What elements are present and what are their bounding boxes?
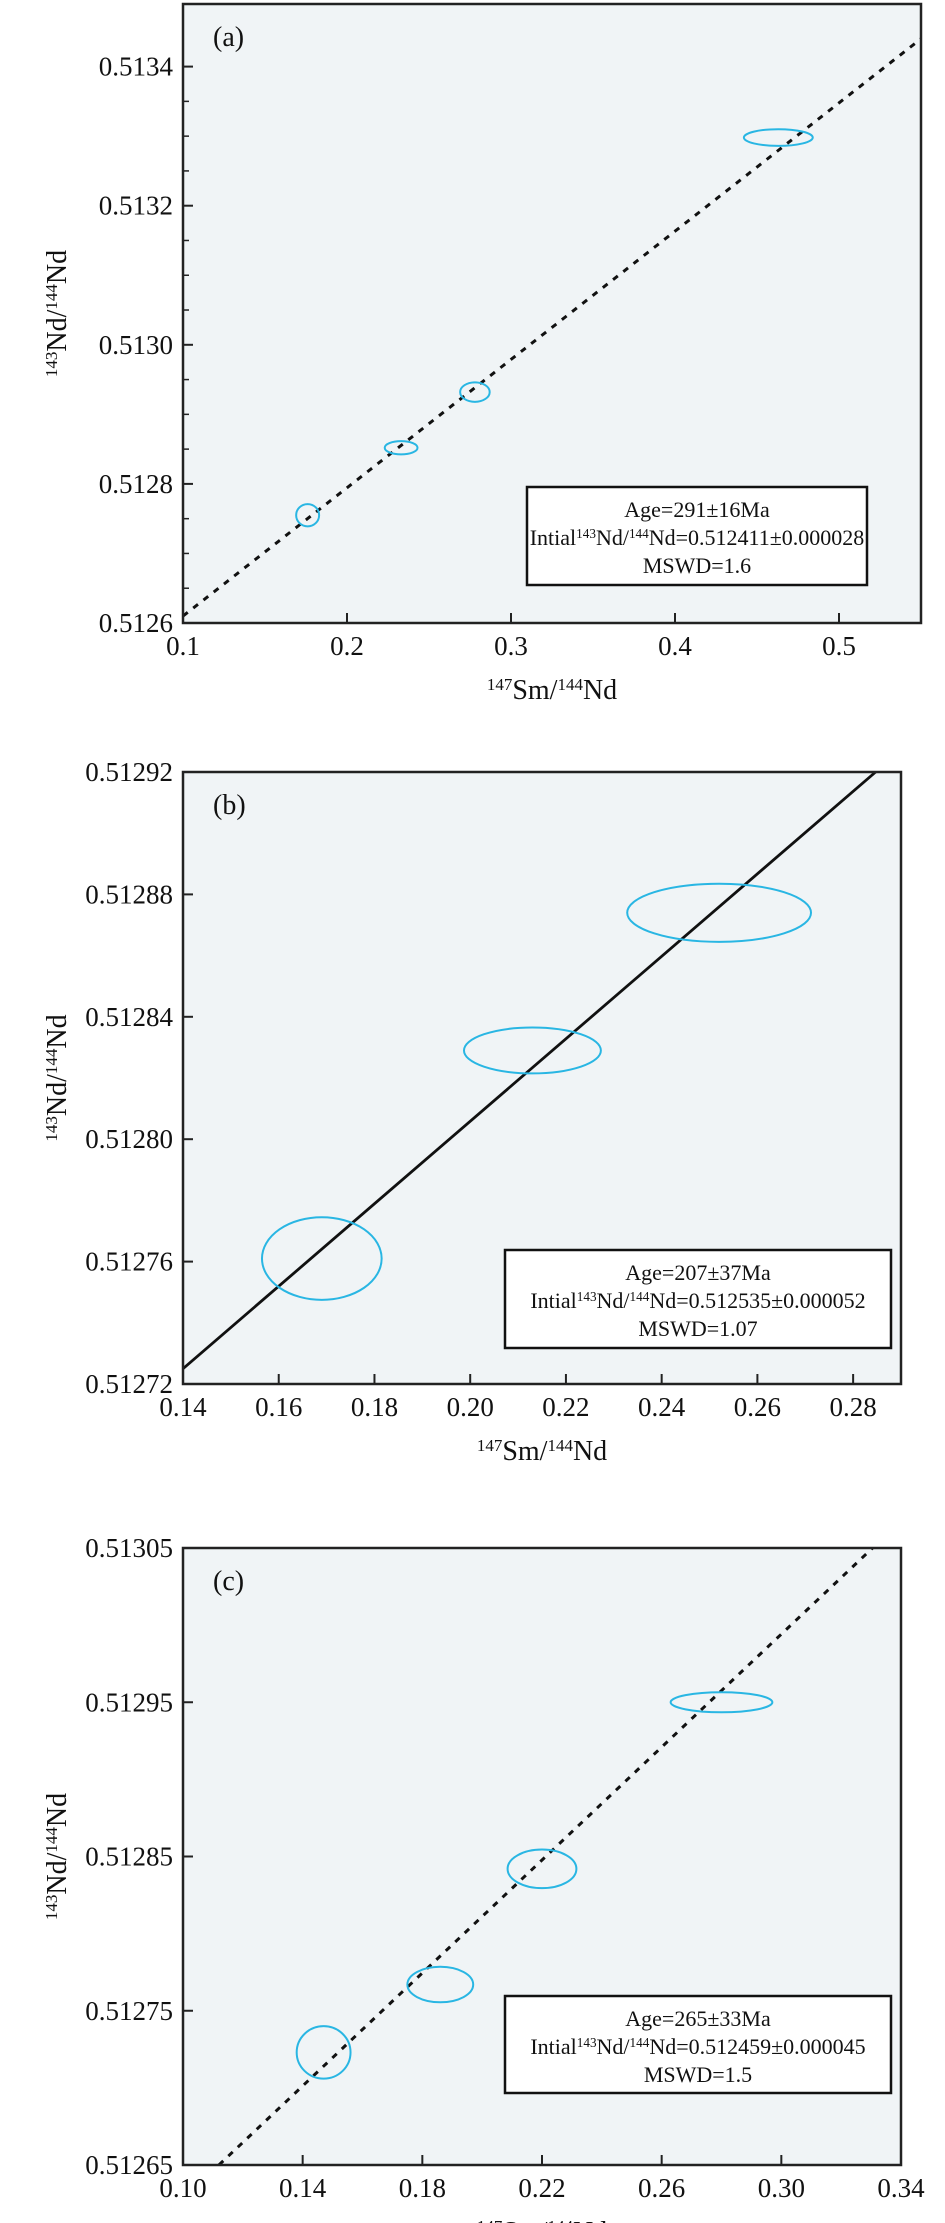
- data-point-ellipse-1: [295, 503, 321, 528]
- y-axis-title: 143Nd/144Nd: [42, 250, 74, 377]
- x-tick-label: 0.26: [734, 1392, 781, 1422]
- x-tick-label: 0.22: [518, 2173, 565, 2203]
- y-tick-label: 0.5130: [99, 330, 173, 360]
- x-tick-label: 0.24: [638, 1392, 686, 1422]
- annotation-box: [525, 485, 869, 587]
- x-axis-title: 147Sm/144Nd: [477, 1436, 607, 1468]
- x-tick-label: 0.26: [638, 2173, 685, 2203]
- x-tick-label: 0.4: [658, 631, 692, 661]
- plot-frame: [181, 2, 923, 625]
- annotation-mswd: MSWD=1.6: [643, 553, 751, 578]
- x-tick-label: 0.2: [330, 631, 364, 661]
- x-tick-label: 0.3: [494, 631, 528, 661]
- y-tick-label: 0.51265: [85, 2150, 173, 2180]
- y-axis-title: 143Nd/144Nd: [42, 1014, 74, 1141]
- panel-label: (a): [213, 22, 244, 53]
- data-point-ellipse-1: [295, 2025, 352, 2080]
- data-point-ellipse-3: [459, 381, 491, 403]
- y-tick-label: 0.51272: [85, 1369, 173, 1399]
- x-tick-label: 0.30: [758, 2173, 805, 2203]
- annotation-initial-ratio: Intial143Nd/144Nd=0.512411±0.000028: [530, 525, 865, 550]
- chart-panel-a: 0.1 0.2 0.3 0.4 0.5 0.5126 0.5128 0.5130 0.5132 0…: [42, 2, 923, 707]
- data-point-ellipse-4: [669, 1691, 774, 1714]
- y-tick-label: 0.51305: [85, 1533, 173, 1563]
- x-tick-label: 0.14: [279, 2173, 327, 2203]
- panel-label: (c): [213, 1566, 244, 1597]
- x-tick-label: 0.34: [877, 2173, 925, 2203]
- annotation-mswd: MSWD=1.5: [644, 2062, 752, 2087]
- data-point-ellipse-3: [626, 882, 813, 943]
- annotation-age: Age=265±33Ma: [625, 2006, 771, 2031]
- x-tick-label: 0.20: [447, 1392, 494, 1422]
- y-tick-label: 0.51275: [85, 1996, 173, 2026]
- y-tick-label: 0.51284: [85, 1002, 173, 1032]
- x-tick-label: 0.22: [542, 1392, 589, 1422]
- x-tick-label: 0.18: [351, 1392, 398, 1422]
- y-tick-label: 0.51285: [85, 1842, 173, 1872]
- x-tick-label: 0.28: [830, 1392, 877, 1422]
- y-tick-label: 0.51292: [85, 757, 173, 787]
- data-point-ellipse-2: [383, 440, 419, 456]
- data-point-ellipse-3: [506, 1848, 578, 1890]
- y-tick-label: 0.51288: [85, 879, 173, 909]
- x-tick-label: 0.16: [255, 1392, 302, 1422]
- x-tick-label: 0.1: [166, 631, 200, 661]
- x-tick-label: 0.18: [399, 2173, 446, 2203]
- annotation-box: [503, 1248, 893, 1350]
- x-tick-label: 0.5: [822, 631, 856, 661]
- x-axis-title: 147Sm/144Nd: [477, 2217, 607, 2223]
- annotation-initial-ratio: Intial143Nd/144Nd=0.512535±0.000052: [530, 1288, 865, 1313]
- y-tick-label: 0.5128: [99, 469, 173, 499]
- x-tick-label: 0.14: [159, 1392, 207, 1422]
- annotation-box: [503, 1994, 893, 2095]
- annotation-age: Age=291±16Ma: [624, 497, 770, 522]
- annotation-initial-ratio: Intial143Nd/144Nd=0.512459±0.000045: [530, 2034, 865, 2059]
- y-tick-label: 0.51295: [85, 1687, 173, 1717]
- y-tick-label: 0.5134: [99, 52, 174, 82]
- x-tick-label: 0.10: [159, 2173, 206, 2203]
- y-tick-label: 0.51280: [85, 1124, 173, 1154]
- chart-panel-c: 0.10 0.14 0.18 0.22 0.26 0.30 0.34 0.51265 0.512…: [42, 1533, 926, 2223]
- data-point-ellipse-1: [260, 1216, 383, 1301]
- data-point-ellipse-4: [742, 128, 814, 147]
- annotation-age: Age=207±37Ma: [625, 1260, 771, 1285]
- data-point-ellipse-2: [462, 1026, 602, 1075]
- y-tick-label: 0.51276: [85, 1247, 173, 1277]
- panel-label: (b): [213, 790, 246, 821]
- plot-frame: [181, 770, 903, 1386]
- y-tick-label: 0.5126: [99, 608, 173, 638]
- data-point-ellipse-2: [406, 1965, 475, 2004]
- chart-panel-b: 0.14 0.16 0.18 0.20 0.22 0.24 0.26 0.28 0.51272 0…: [42, 757, 903, 1468]
- y-tick-label: 0.5132: [99, 191, 173, 221]
- isochron-line: [183, 37, 921, 618]
- x-axis-title: 147Sm/144Nd: [487, 675, 617, 707]
- isochron-line: [183, 772, 877, 1370]
- y-axis-title: 143Nd/144Nd: [42, 1793, 74, 1920]
- annotation-mswd: MSWD=1.07: [638, 1316, 757, 1341]
